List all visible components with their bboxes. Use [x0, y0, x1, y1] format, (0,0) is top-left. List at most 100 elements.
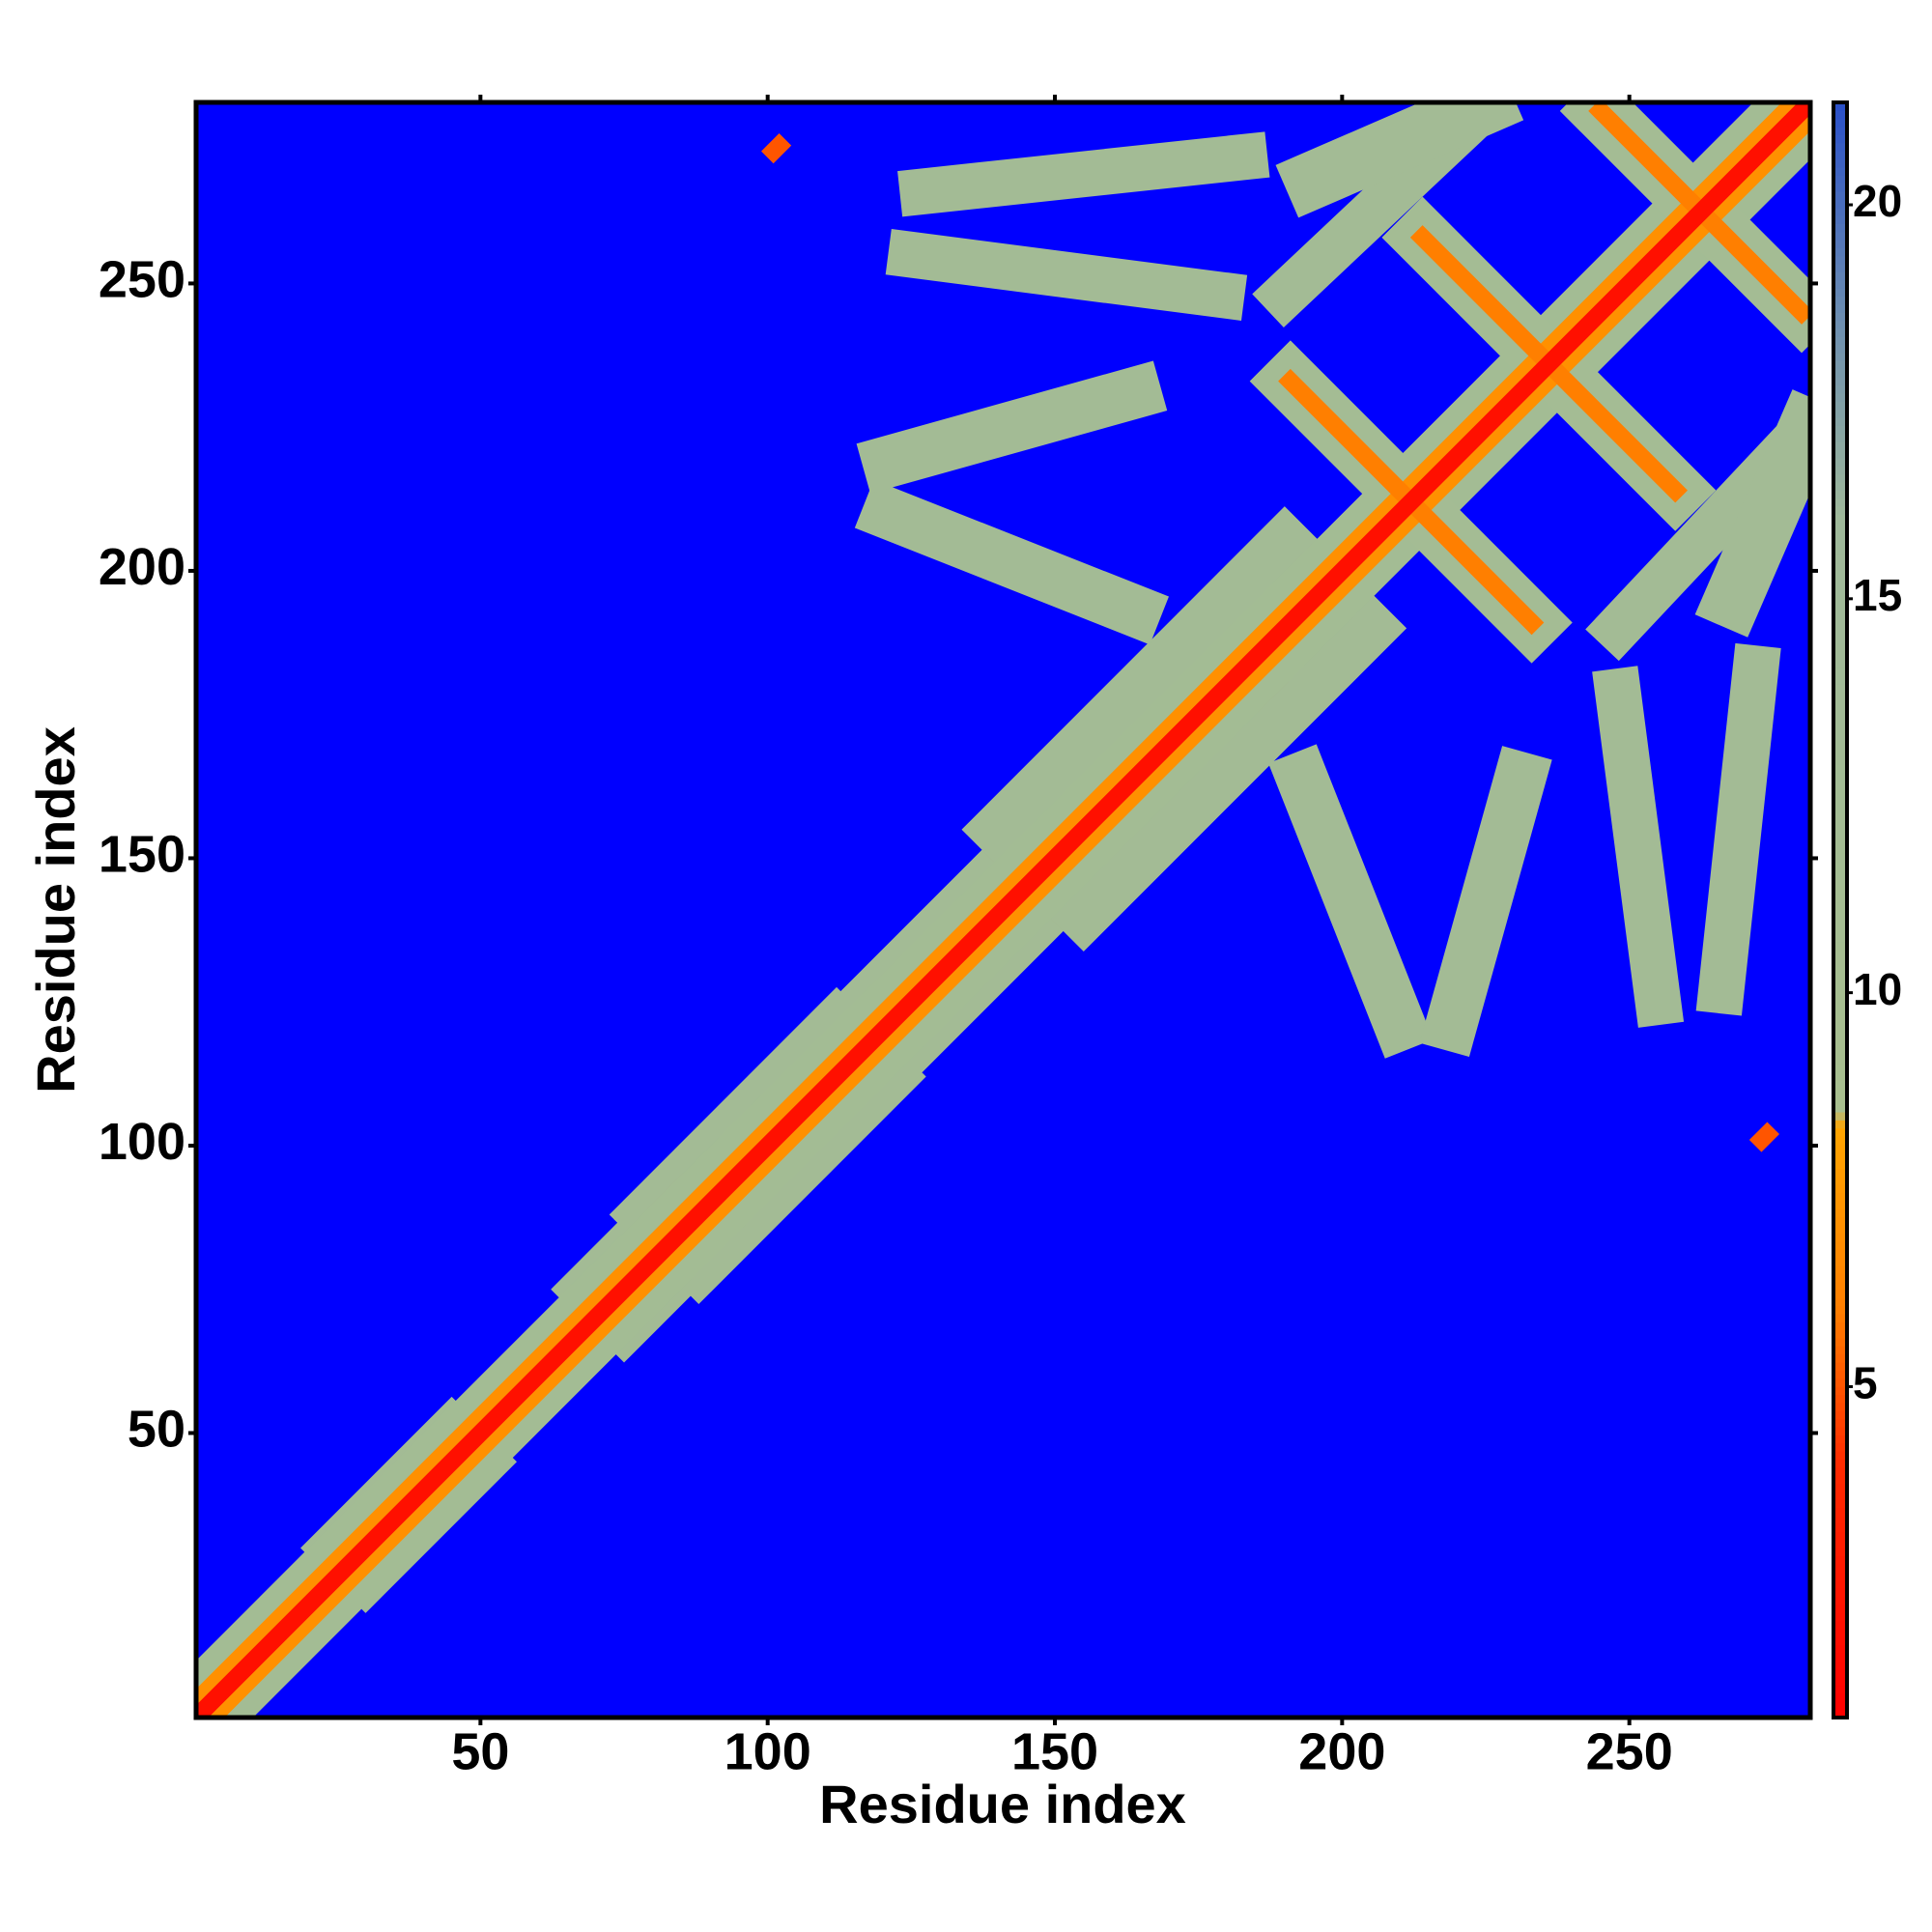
colorbar-step: [1833, 901, 1847, 911]
colorbar-step: [1833, 845, 1847, 854]
colorbar-step: [1833, 1362, 1847, 1372]
colorbar-step: [1833, 748, 1847, 757]
colorbar-step: [1833, 409, 1847, 418]
colorbar-step: [1833, 1620, 1847, 1630]
colorbar-tick-label: 10: [1853, 964, 1902, 1014]
colorbar-step: [1833, 1386, 1847, 1396]
colorbar-step: [1833, 546, 1847, 555]
colorbar-step: [1833, 473, 1847, 483]
colorbar-step: [1833, 966, 1847, 976]
contact-band-mirror: [885, 229, 1248, 321]
colorbar-step: [1833, 384, 1847, 394]
x-axis-title: Residue index: [819, 1774, 1186, 1834]
colorbar-step: [1833, 1636, 1847, 1646]
plot-frame: [193, 99, 1813, 1720]
colorbar-step: [1833, 175, 1847, 185]
contact-band: [1694, 389, 1810, 638]
colorbar-step: [1833, 829, 1847, 838]
colorbar-step: [1833, 1240, 1847, 1250]
colorbar-step: [1833, 417, 1847, 426]
colorbar-step: [1833, 877, 1847, 887]
colorbar-step: [1833, 296, 1847, 305]
colorbar-step: [1833, 1031, 1847, 1040]
colorbar-step: [1833, 1572, 1847, 1581]
colorbar-step: [1833, 240, 1847, 248]
colorbar-step: [1833, 1516, 1847, 1524]
colorbar-step: [1833, 538, 1847, 548]
colorbar-step: [1833, 360, 1847, 370]
colorbar-step: [1833, 530, 1847, 539]
colorbar-step: [1833, 796, 1847, 806]
colorbar-step: [1833, 1548, 1847, 1557]
colorbar-step: [1833, 781, 1847, 790]
colorbar-step: [1833, 974, 1847, 983]
y-tick-label: 100: [99, 1113, 185, 1171]
contact-band-mirror: [761, 133, 792, 164]
colorbar-step: [1833, 1079, 1847, 1089]
colorbar-step: [1833, 183, 1847, 192]
colorbar-step: [1833, 1451, 1847, 1460]
colorbar-step: [1833, 1136, 1847, 1145]
colorbar-step: [1833, 837, 1847, 846]
contact-band: [1695, 642, 1781, 1016]
colorbar-step: [1833, 1427, 1847, 1435]
x-tick-label: 100: [724, 1722, 811, 1780]
colorbar-step: [1833, 1394, 1847, 1404]
contact-band: [1268, 744, 1434, 1059]
colorbar-step: [1833, 127, 1847, 135]
colorbar-step: [1833, 1151, 1847, 1161]
colorbar-step: [1833, 1249, 1847, 1258]
colorbar-step: [1833, 1370, 1847, 1379]
colorbar-step: [1833, 497, 1847, 507]
colorbar-tick-label: 5: [1853, 1358, 1878, 1408]
colorbar-step: [1833, 1338, 1847, 1347]
colorbar-step: [1833, 683, 1847, 693]
colorbar-step: [1833, 1378, 1847, 1387]
colorbar-step: [1833, 894, 1847, 903]
colorbar-step: [1833, 1007, 1847, 1016]
colorbar-step: [1833, 885, 1847, 895]
colorbar-step: [1833, 692, 1847, 701]
y-tick-label: 50: [128, 1401, 185, 1459]
colorbar-step: [1833, 1273, 1847, 1283]
colorbar-step: [1833, 1692, 1847, 1702]
x-tick-label: 200: [1298, 1722, 1385, 1780]
colorbar-step: [1833, 151, 1847, 160]
colorbar-step: [1833, 514, 1847, 524]
y-tick-label: 200: [99, 538, 185, 596]
x-tick-label: 250: [1586, 1722, 1673, 1780]
colorbar-step: [1833, 1184, 1847, 1194]
colorbar-step: [1833, 659, 1847, 668]
contact-band-mirror: [897, 131, 1270, 217]
colorbar-step: [1833, 271, 1847, 281]
colorbar-step: [1833, 312, 1847, 322]
colorbar-step: [1833, 708, 1847, 717]
colorbar-step: [1833, 1653, 1847, 1662]
colorbar-step: [1833, 918, 1847, 927]
colorbar-frame: [1832, 100, 1849, 1719]
colorbar-step: [1833, 1564, 1847, 1574]
colorbar-step: [1833, 619, 1847, 628]
colorbar-step: [1833, 247, 1847, 257]
colorbar-step: [1833, 586, 1847, 596]
colorbar-step: [1833, 1442, 1847, 1452]
colorbar-step: [1833, 998, 1847, 1008]
colorbar-step: [1833, 756, 1847, 766]
contact-band: [1419, 746, 1552, 1057]
colorbar-step: [1833, 481, 1847, 491]
colorbar-step: [1833, 1499, 1847, 1509]
colorbar-step: [1833, 1346, 1847, 1355]
colorbar-step: [1833, 724, 1847, 733]
colorbar-step: [1833, 190, 1847, 200]
colorbar-step: [1833, 1604, 1847, 1613]
colorbar-step: [1833, 433, 1847, 442]
colorbar-step: [1833, 1314, 1847, 1322]
colorbar-step: [1833, 1200, 1847, 1209]
colorbar-step: [1833, 1644, 1847, 1654]
colorbar-step: [1833, 1483, 1847, 1492]
colorbar-step: [1833, 1555, 1847, 1565]
colorbar-step: [1833, 1466, 1847, 1476]
colorbar-step: [1833, 353, 1847, 362]
colorbar-step: [1833, 1629, 1847, 1637]
